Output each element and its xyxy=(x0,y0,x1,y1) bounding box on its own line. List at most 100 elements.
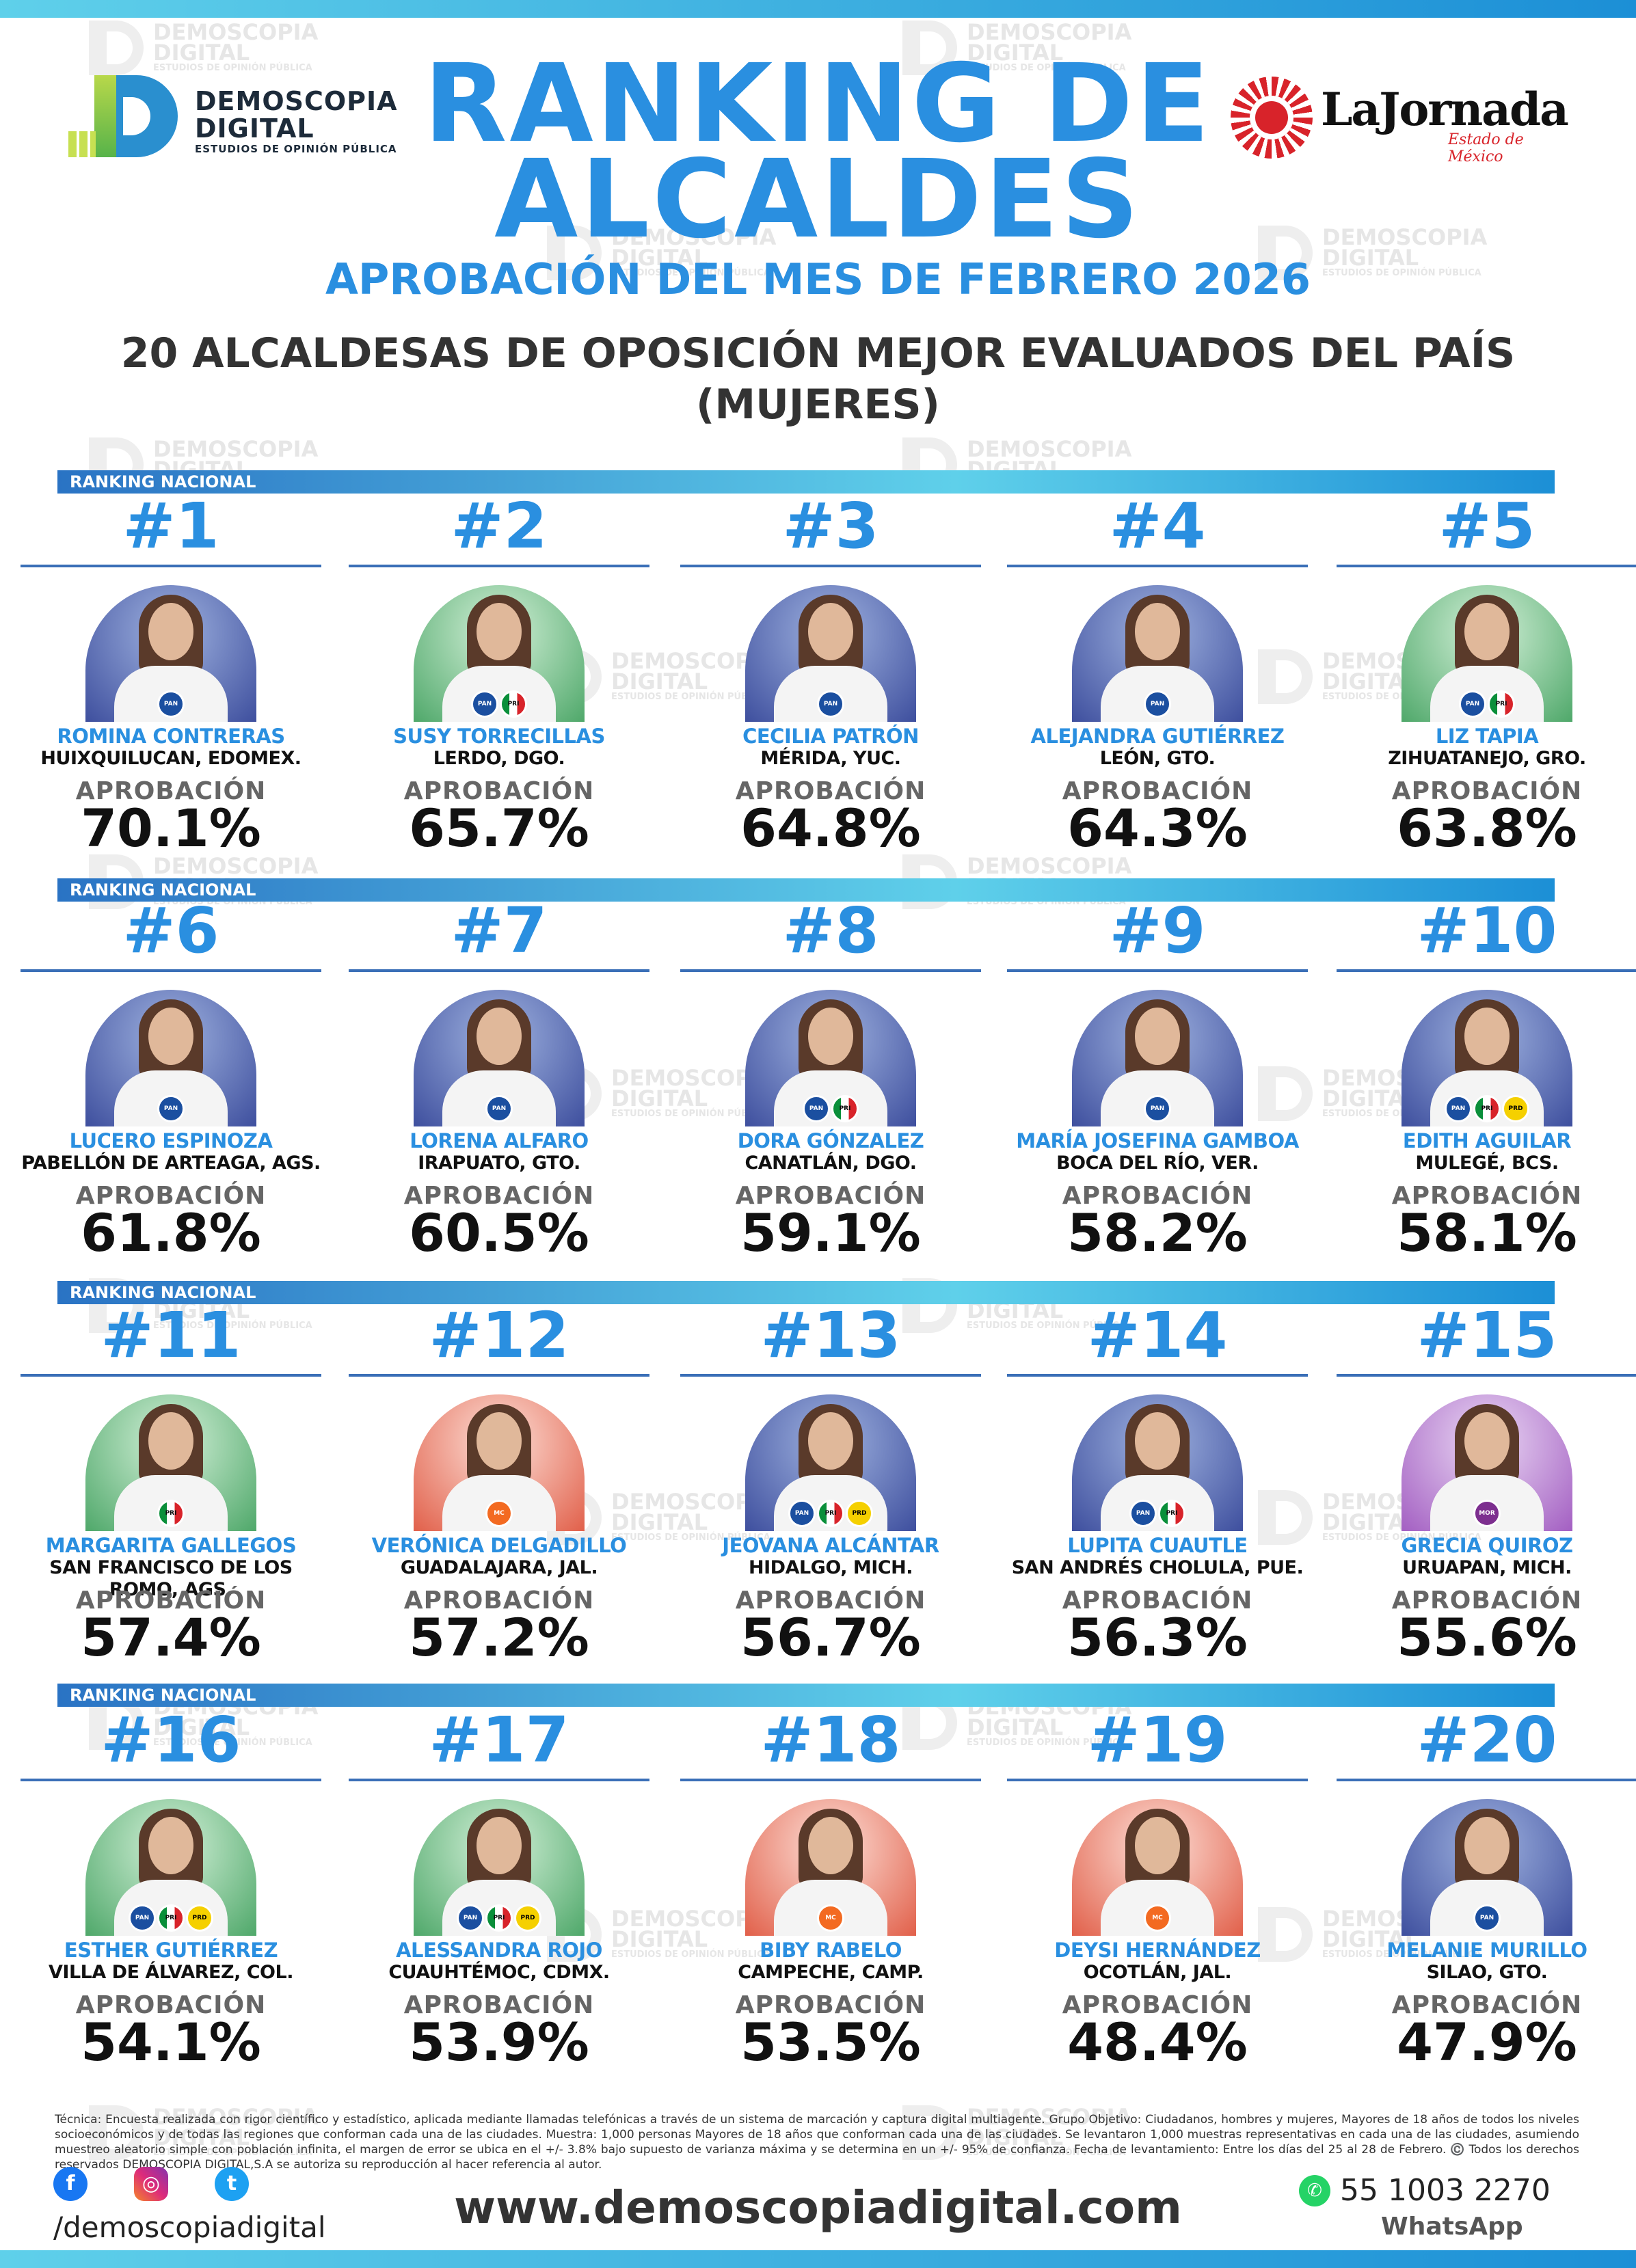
mayor-card: #11 PRI MARGARITA GALLEGOS SAN FRANCISCO… xyxy=(21,1301,321,1665)
mayor-card: #10 PAN PRI PRD EDITH AGUILAR MULEGÉ, BCS.… xyxy=(1337,897,1636,1260)
approval-label: APROBACIÓN xyxy=(1391,777,1583,805)
approval-label: APROBACIÓN xyxy=(403,777,595,805)
party-badges: PAN PRI xyxy=(745,1095,916,1122)
party-mc-icon: MC xyxy=(817,1904,844,1932)
party-pan-icon: PAN xyxy=(1129,1500,1157,1527)
whatsapp-label: WhatsApp xyxy=(1381,2213,1523,2241)
rank-divider xyxy=(21,565,321,567)
mayor-name: LIZ TAPIA xyxy=(1435,725,1539,748)
rank-number: #17 xyxy=(429,1703,569,1777)
mayor-portrait: PAN PRI PRD xyxy=(414,1799,585,1936)
mayor-portrait: PAN PRI xyxy=(1072,1394,1243,1531)
approval-value: 56.7% xyxy=(740,1607,921,1668)
whatsapp-contact[interactable]: ✆ 55 1003 2270 WhatsApp xyxy=(1299,2172,1586,2254)
party-pan-icon: PAN xyxy=(1459,690,1486,718)
rank-number: #13 xyxy=(760,1299,901,1372)
rank-divider xyxy=(1007,969,1308,972)
mayor-name: MELANIE MURILLO xyxy=(1386,1939,1587,1962)
mayor-portrait: PAN PRI xyxy=(745,990,916,1126)
approval-value: 47.9% xyxy=(1397,2012,1577,2073)
mayor-card: #8 PAN PRI DORA GÓNZALEZ CANATLÁN, DGO. A… xyxy=(680,897,981,1260)
logo-text-line3: ESTUDIOS DE OPINIÓN PÚBLICA xyxy=(195,143,397,155)
approval-value: 65.7% xyxy=(409,798,589,859)
approval-label: APROBACIÓN xyxy=(1062,1991,1253,2019)
mayor-card: #2 PAN PRI SUSY TORRECILLAS LERDO, DGO. A… xyxy=(349,492,649,856)
social-handle[interactable]: /demoscopiadigital xyxy=(53,2211,326,2244)
mayor-card: #15 MOR GRECIA QUIROZ URUAPAN, MICH. APR… xyxy=(1337,1299,1636,1665)
approval-label: APROBACIÓN xyxy=(1062,1182,1253,1210)
rank-number: #6 xyxy=(122,894,219,967)
mayor-name: ESTHER GUTIÉRREZ xyxy=(64,1939,278,1962)
jornada-subtitle: Estado de México xyxy=(1448,131,1524,165)
party-badges: PAN xyxy=(85,690,256,718)
mayor-portrait: PRI xyxy=(85,1394,256,1531)
approval-value: 53.9% xyxy=(409,2012,589,2073)
mayor-portrait: PAN xyxy=(1072,585,1243,722)
mayor-portrait: PAN xyxy=(1072,990,1243,1126)
mayor-city: CUAUHTÉMOC, CDMX. xyxy=(388,1962,610,1983)
party-pan-icon: PAN xyxy=(129,1904,156,1932)
approval-value: 55.6% xyxy=(1397,1607,1577,1668)
main-title-line2: ALCALDES xyxy=(494,137,1142,262)
mayor-city: MÉRIDA, YUC. xyxy=(760,748,901,769)
facebook-icon[interactable]: f xyxy=(53,2167,88,2201)
party-badges: PAN xyxy=(1072,1095,1243,1122)
mayor-city: ZIHUATANEJO, GRO. xyxy=(1388,748,1586,769)
rank-divider xyxy=(680,1779,981,1781)
mayor-name: DEYSI HERNÁNDEZ xyxy=(1054,1939,1261,1962)
rank-divider xyxy=(680,969,981,972)
mayor-name: EDITH AGUILAR xyxy=(1402,1129,1572,1152)
approval-label: APROBACIÓN xyxy=(735,1587,926,1615)
mayor-city: SAN ANDRÉS CHOLULA, PUE. xyxy=(1011,1557,1304,1578)
ranking-band-label: RANKING NACIONAL xyxy=(57,1281,1555,1304)
approval-value: 57.2% xyxy=(409,1607,589,1668)
mayor-name: GRECIA QUIROZ xyxy=(1401,1534,1573,1557)
subtitle: APROBACIÓN DEL MES DE FEBRERO 2026 xyxy=(325,254,1311,304)
mayor-name: LUCERO ESPINOZA xyxy=(69,1129,273,1152)
mayor-name: CECILIA PATRÓN xyxy=(742,725,919,748)
mayor-portrait: PAN xyxy=(414,990,585,1126)
mayor-city: LEÓN, GTO. xyxy=(1099,748,1216,769)
ranking-band-label: RANKING NACIONAL xyxy=(57,470,1555,494)
approval-label: APROBACIÓN xyxy=(75,1587,267,1615)
party-pan-icon: PAN xyxy=(817,690,844,718)
party-badges: PAN xyxy=(745,690,916,718)
party-pri-icon: PRI xyxy=(1158,1500,1185,1527)
mayor-card: #19 MC DEYSI HERNÁNDEZ OCOTLÁN, JAL. APR… xyxy=(1007,1703,1308,2070)
website-link[interactable]: www.demoscopiadigital.com xyxy=(454,2181,1182,2234)
approval-value: 57.4% xyxy=(81,1607,261,1668)
mayor-city: MULEGÉ, BCS. xyxy=(1415,1152,1559,1174)
twitter-icon[interactable]: t xyxy=(215,2167,249,2201)
party-badges: PAN PRI PRD xyxy=(414,1904,585,1932)
mayor-card: #6 PAN LUCERO ESPINOZA PABELLÓN DE ARTEA… xyxy=(21,894,321,1260)
rank-divider xyxy=(1337,969,1636,972)
mayor-portrait: PAN PRI xyxy=(414,585,585,722)
party-mor-icon: MOR xyxy=(1473,1500,1501,1527)
methodology-footnote: Técnica: Encuesta realizada con rigor ci… xyxy=(55,2113,1579,2172)
rank-divider xyxy=(1007,1374,1308,1377)
approval-label: APROBACIÓN xyxy=(1391,1587,1583,1615)
party-mc-icon: MC xyxy=(1144,1904,1171,1932)
party-prd-icon: PRD xyxy=(1502,1095,1529,1122)
mayor-city: VILLA DE ÁLVAREZ, COL. xyxy=(49,1962,293,1983)
logo-text-line1: DEMOSCOPIA xyxy=(195,86,398,116)
party-badges: PAN PRI xyxy=(1072,1500,1243,1527)
rank-divider xyxy=(349,1779,649,1781)
approval-value: 58.1% xyxy=(1397,1202,1577,1263)
mayor-portrait: PAN xyxy=(1402,1799,1572,1936)
mayor-name: ALESSANDRA ROJO xyxy=(396,1939,602,1962)
mayor-card: #18 MC BIBY RABELO CAMPECHE, CAMP. APROB… xyxy=(680,1706,981,2070)
instagram-icon[interactable]: ◎ xyxy=(134,2167,168,2201)
heading-line2: (MUJERES) xyxy=(696,381,940,429)
mayor-card: #20 PAN MELANIE MURILLO SILAO, GTO. APRO… xyxy=(1337,1706,1636,2070)
approval-label: APROBACIÓN xyxy=(735,777,926,805)
approval-value: 60.5% xyxy=(409,1202,589,1263)
rank-number: #3 xyxy=(782,489,879,563)
rank-number: #19 xyxy=(1087,1703,1228,1777)
heading-line1: 20 ALCALDESAS DE OPOSICIÓN MEJOR EVALUAD… xyxy=(120,329,1516,377)
mayor-portrait: PAN PRI PRD xyxy=(85,1799,256,1936)
party-pan-icon: PAN xyxy=(157,690,185,718)
rank-number: #15 xyxy=(1417,1299,1557,1372)
la-jornada-logo: LaJornada Estado de México xyxy=(1231,77,1569,165)
mayor-card: #14 PAN PRI LUPITA CUAUTLE SAN ANDRÉS CHO… xyxy=(1007,1301,1308,1665)
